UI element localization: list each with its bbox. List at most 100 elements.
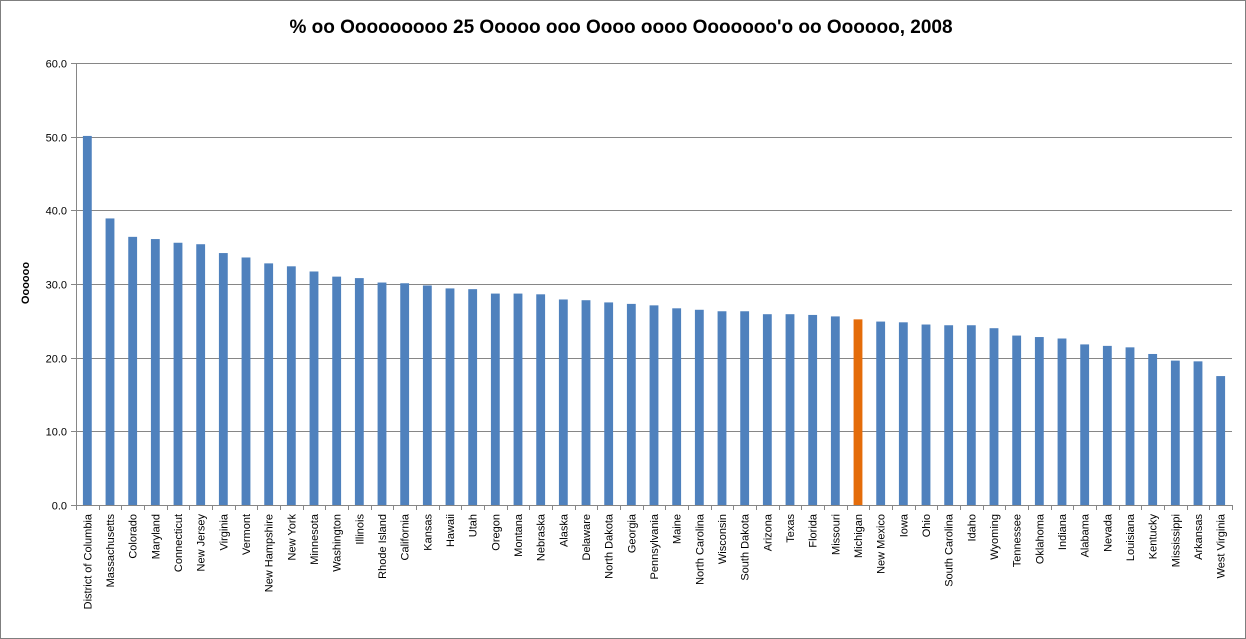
x-tick-label: Louisiana [1125,513,1137,561]
x-tick-label: Kansas [422,514,434,551]
x-tick-label: Pennsylvania [649,513,661,579]
axes [76,63,1232,506]
bar [581,300,591,505]
x-tick-label: Hawaii [445,514,457,547]
bar [672,308,682,505]
x-tick-label: Texas [785,514,797,543]
bar [1216,376,1226,505]
bar [921,324,931,505]
x-tick-label: South Dakota [740,513,752,581]
bar [898,322,908,505]
bar [694,309,704,505]
bar [490,293,500,505]
bar [82,135,92,505]
bar [626,303,636,505]
x-tick-label: Nevada [1102,513,1114,552]
x-tick-label: Mississippi [1170,514,1182,567]
x-tick-label: Missouri [830,514,842,555]
bar [218,253,228,505]
x-tick-label: New Jersey [196,514,208,572]
bar [853,319,863,505]
x-tick-label: South Carolina [944,513,956,587]
x-tick-label: Virginia [218,513,230,550]
y-tick-label: 20.0 [46,354,67,366]
y-tick-label: 40.0 [46,206,67,218]
x-tick-label: North Carolina [694,513,706,585]
x-tick-label: Washington [332,514,344,572]
bar [989,328,999,505]
bar [354,278,364,505]
bar [717,311,727,505]
bar [830,316,840,505]
x-tick-label: Tennessee [1012,514,1024,567]
bar [513,293,523,505]
bar [377,282,387,505]
bar [332,276,342,505]
bar [1125,347,1135,505]
y-axis-label: Оооооо [20,262,32,304]
bar [150,239,160,505]
x-tick-label: Maryland [150,514,162,559]
x-tick-label: Georgia [626,513,638,553]
x-axis-ticks: District of Columbia Massachusetts Colorad… [76,505,1233,609]
bar [558,299,568,505]
x-tick-label: Wyoming [989,514,1001,560]
bar [105,218,115,505]
bar [264,263,274,505]
bar [196,244,206,505]
y-tick-label: 60.0 [46,59,67,71]
bar [128,236,138,505]
x-tick-label: Nebraska [536,513,548,561]
x-tick-label: West Virginia [1216,513,1228,578]
bar [966,325,976,505]
y-tick-label: 0.0 [52,501,67,513]
x-tick-label: Connecticut [173,514,185,572]
bar [1034,337,1044,505]
bar [1170,360,1180,505]
x-tick-label: Minnesota [309,513,321,565]
x-tick-label: Ohio [921,514,933,537]
x-tick-label: New Hampshire [264,514,276,592]
bar [1080,344,1090,505]
bars [82,135,1226,505]
bar [740,311,750,505]
bar [400,283,410,505]
bar [944,325,954,505]
bar [173,242,183,505]
bar [445,288,455,505]
bar [808,314,818,505]
bar [1148,353,1158,505]
bar [649,305,659,505]
x-tick-label: Massachusetts [105,514,117,588]
bar [286,266,296,505]
bar [536,294,546,505]
x-tick-label: New Mexico [876,514,888,574]
x-tick-label: Rhode Island [377,514,389,579]
x-tick-label: Montana [513,513,525,557]
x-tick-label: Wisconsin [717,514,729,564]
x-tick-label: Alaska [558,513,570,547]
x-tick-label: Colorado [128,514,140,559]
x-tick-label: Idaho [966,514,978,542]
bar [604,302,614,505]
x-tick-label: Delaware [581,514,593,560]
bar [241,257,251,505]
y-tick-label: 50.0 [46,133,67,145]
x-tick-label: North Dakota [604,513,616,579]
x-tick-label: Alabama [1080,513,1092,557]
bar [1057,338,1067,505]
x-tick-label: Oregon [490,514,502,551]
x-tick-label: Kentucky [1148,514,1160,560]
bar [309,271,319,505]
x-tick-label: District of Columbia [82,513,94,609]
y-tick-label: 10.0 [46,427,67,439]
x-tick-label: Arkansas [1193,514,1205,560]
x-tick-label: Oklahoma [1034,513,1046,564]
y-tick-label: 30.0 [46,280,67,292]
x-tick-label: Vermont [241,514,253,555]
bar [1193,361,1203,505]
x-tick-label: Arizona [762,513,774,551]
bar [762,314,772,505]
